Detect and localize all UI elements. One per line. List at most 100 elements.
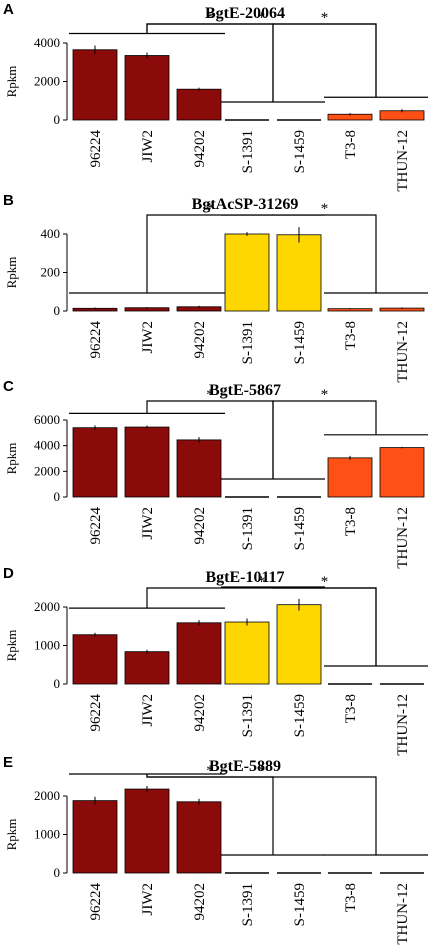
y-tick-label: 0 xyxy=(54,303,61,318)
x-tick-label: T3-8 xyxy=(343,883,359,912)
bar-96224 xyxy=(72,49,118,121)
chart-panel-b: B BgtAcSP-31269 0 200 400 Rpkm 96224 JIW2 94202 S… xyxy=(3,192,428,383)
bar-s-1459 xyxy=(276,234,322,312)
chart-title: BgtE-10117 xyxy=(205,569,284,586)
panel-letter: D xyxy=(3,565,14,582)
significance-bracket xyxy=(146,23,377,98)
significance-star: * xyxy=(321,201,329,217)
y-axis-label: Rpkm xyxy=(4,443,19,475)
significance-star: * xyxy=(321,10,329,26)
x-tick-label: T3-8 xyxy=(343,321,359,350)
chart-title: BgtE-20064 xyxy=(205,5,285,22)
bar-94202 xyxy=(176,439,222,498)
x-tick-label: 94202 xyxy=(192,883,208,921)
y-axis-label: Rpkm xyxy=(4,819,19,851)
x-tick-label: 96224 xyxy=(88,694,104,732)
bar-94202 xyxy=(176,88,222,121)
x-tick-label: THUN-12 xyxy=(395,694,411,756)
bar-jiw2 xyxy=(124,788,170,874)
x-tick-label: JIW2 xyxy=(140,130,156,163)
chart-panel-c: C BgtE-5867 0 2000 4000 6000 Rpkm 96224 JIW2 9420… xyxy=(3,378,428,569)
x-tick-label: 96224 xyxy=(88,130,104,168)
x-tick-label: S-1391 xyxy=(240,883,256,926)
x-tick-label: THUN-12 xyxy=(395,507,411,569)
x-tick-label: THUN-12 xyxy=(395,321,411,383)
y-axis-label: Rpkm xyxy=(4,66,19,98)
panel-letter: B xyxy=(3,192,14,209)
significance-star: * xyxy=(258,763,266,779)
x-tick-label: S-1459 xyxy=(292,321,308,364)
x-tick-label: JIW2 xyxy=(140,507,156,540)
x-tick-label: S-1459 xyxy=(292,130,308,173)
x-tick-label: S-1391 xyxy=(240,507,256,550)
x-tick-label: S-1459 xyxy=(292,883,308,926)
bar-96224 xyxy=(72,427,118,498)
y-tick-label: 2000 xyxy=(34,463,60,478)
bar-jiw2 xyxy=(124,55,170,121)
x-tick-label: 94202 xyxy=(192,507,208,545)
y-tick-label: 0 xyxy=(54,489,61,504)
significance-bracket xyxy=(272,23,377,102)
x-tick-label: S-1391 xyxy=(240,694,256,737)
chart-panel-d: D BgtE-10117 0 1000 2000 Rpkm 96224 JIW2 94202 S-… xyxy=(3,565,428,756)
y-axis-label: Rpkm xyxy=(4,630,19,662)
x-tick-label: JIW2 xyxy=(140,694,156,727)
bar-s-1391 xyxy=(224,621,270,685)
x-tick-label: 94202 xyxy=(192,321,208,359)
y-axis-label: Rpkm xyxy=(4,257,19,289)
bar-jiw2 xyxy=(124,426,170,498)
x-tick-label: THUN-12 xyxy=(395,883,411,945)
panel-letter: A xyxy=(3,1,14,18)
y-tick-label: 0 xyxy=(54,112,61,127)
panel-letter: C xyxy=(3,378,14,395)
y-tick-label: 4000 xyxy=(34,35,60,50)
y-tick-label: 1000 xyxy=(34,638,60,653)
panel-letter: E xyxy=(3,754,13,771)
y-tick-label: 6000 xyxy=(34,412,60,427)
chart-title: BgtAcSP-31269 xyxy=(192,196,299,213)
x-tick-label: 94202 xyxy=(192,694,208,732)
significance-star: * xyxy=(258,10,266,26)
y-tick-label: 0 xyxy=(54,676,61,691)
x-tick-label: S-1391 xyxy=(240,321,256,364)
significance-bracket xyxy=(272,586,377,666)
x-tick-label: T3-8 xyxy=(343,130,359,159)
x-tick-label: S-1459 xyxy=(292,507,308,550)
y-tick-label: 1000 xyxy=(34,827,60,842)
bar-s-1459 xyxy=(276,604,322,685)
x-tick-label: JIW2 xyxy=(140,321,156,354)
x-tick-label: 96224 xyxy=(88,883,104,921)
bar-96224 xyxy=(72,634,118,685)
y-tick-label: 0 xyxy=(54,865,61,880)
x-tick-label: 96224 xyxy=(88,321,104,359)
significance-bracket xyxy=(146,773,377,855)
y-tick-label: 2000 xyxy=(34,599,60,614)
significance-star: * xyxy=(206,10,214,26)
x-tick-label: 96224 xyxy=(88,507,104,545)
bar-thun-12 xyxy=(379,447,425,498)
y-tick-label: 4000 xyxy=(34,438,60,453)
significance-bracket xyxy=(272,400,377,479)
x-tick-label: S-1391 xyxy=(240,130,256,173)
y-tick-label: 2000 xyxy=(34,788,60,803)
y-tick-label: 200 xyxy=(41,265,61,280)
significance-bracket xyxy=(272,214,377,293)
significance-star: * xyxy=(258,574,266,590)
x-tick-label: S-1459 xyxy=(292,694,308,737)
significance-star: * xyxy=(321,574,329,590)
bar-jiw2 xyxy=(124,651,170,685)
bar-s-1391 xyxy=(224,233,270,312)
y-tick-label: 400 xyxy=(41,226,61,241)
chart-title: BgtE-5889 xyxy=(209,758,281,775)
x-tick-label: JIW2 xyxy=(140,883,156,916)
chart-panel-e: E BgtE-5889 0 1000 2000 Rpkm 96224 JIW2 94202 S-1… xyxy=(3,754,428,945)
significance-star: * xyxy=(206,763,214,779)
bar-94202 xyxy=(176,622,222,685)
x-tick-label: T3-8 xyxy=(343,507,359,536)
significance-star: * xyxy=(321,387,329,403)
chart-title: BgtE-5867 xyxy=(209,382,281,399)
significance-star: * xyxy=(206,201,214,217)
y-tick-label: 2000 xyxy=(34,74,60,89)
x-tick-label: 94202 xyxy=(192,130,208,168)
